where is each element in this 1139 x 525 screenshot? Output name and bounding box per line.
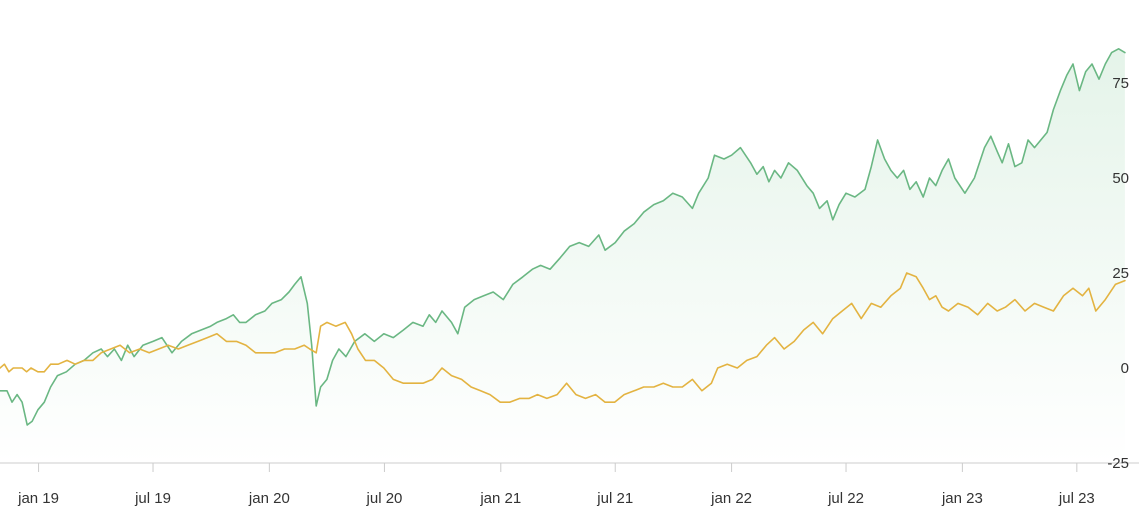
y-tick-label: 50 xyxy=(1112,170,1129,187)
series-line-2 xyxy=(0,272,1126,403)
x-tick-label: jan 21 xyxy=(479,490,521,507)
x-tick-label: jul 23 xyxy=(1058,490,1095,507)
y-axis: -25 0 25 50 75 xyxy=(1107,75,1129,472)
x-tick-label: jul 21 xyxy=(596,490,633,507)
x-axis: jan 19 jul 19 jan 20 jul 20 jan 21 jul 21 jan … xyxy=(17,463,1095,507)
x-tick-label: jul 20 xyxy=(366,490,403,507)
y-tick-label: -25 xyxy=(1107,455,1129,472)
x-tick-label: jul 22 xyxy=(827,490,864,507)
y-tick-label: 25 xyxy=(1112,265,1129,282)
y-tick-label: 75 xyxy=(1112,75,1129,92)
y-tick-label: 0 xyxy=(1121,360,1129,377)
x-tick-label: jan 19 xyxy=(17,490,59,507)
x-tick-label: jan 23 xyxy=(941,490,983,507)
x-tick-label: jan 20 xyxy=(248,490,290,507)
x-tick-label: jan 22 xyxy=(710,490,752,507)
series-layer xyxy=(0,48,1126,426)
series-line-1 xyxy=(0,48,1126,426)
x-tick-label: jul 19 xyxy=(134,490,171,507)
